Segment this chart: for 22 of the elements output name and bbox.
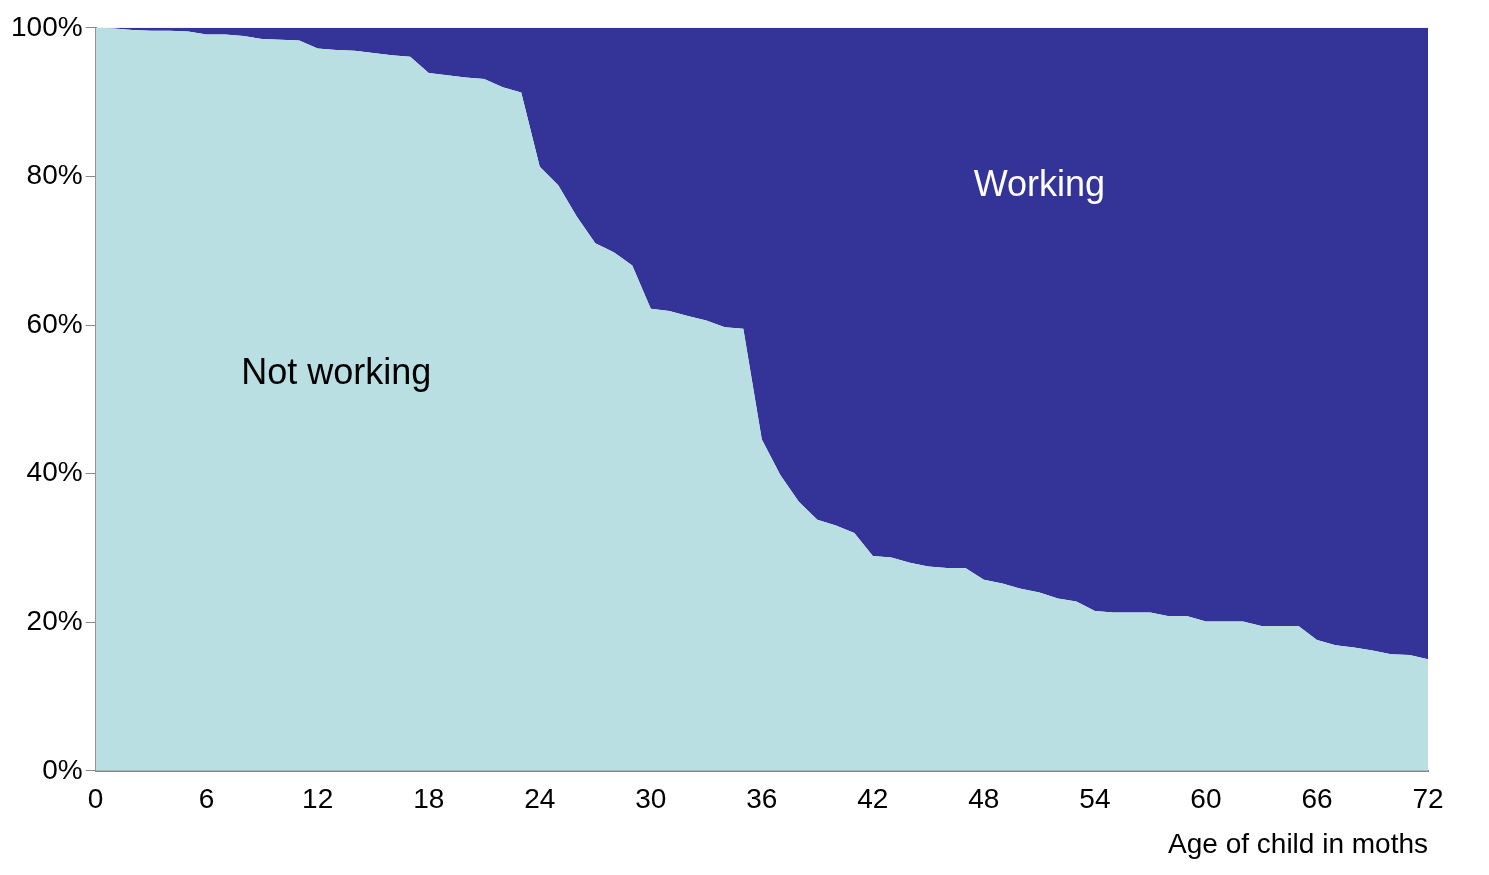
x-tick-label: 12	[302, 783, 334, 815]
x-tick-label: 72	[1412, 783, 1444, 815]
y-tick-label: 20%	[26, 604, 83, 636]
x-tick-label: 54	[1079, 783, 1111, 815]
y-tick-label: 60%	[26, 307, 83, 339]
x-tick-label: 24	[524, 783, 556, 815]
x-tick-label: 0	[87, 783, 104, 815]
x-tick-label: 42	[857, 783, 889, 815]
x-tick-label: 66	[1301, 783, 1333, 815]
x-tick-label: 48	[968, 783, 1000, 815]
x-tick-label: 60	[1190, 783, 1222, 815]
x-tick-label: 30	[635, 783, 667, 815]
x-axis-title: Age of child in moths	[1168, 827, 1428, 859]
x-tick-label: 36	[746, 783, 778, 815]
y-tick-label: 100%	[10, 10, 83, 42]
x-tick-label: 6	[198, 783, 215, 815]
series-label: Working	[973, 162, 1106, 204]
y-tick-label: 0%	[42, 753, 83, 785]
y-tick-label: 40%	[26, 456, 83, 488]
series-label: Not working	[241, 351, 432, 393]
x-tick-label: 18	[413, 783, 445, 815]
y-tick-label: 80%	[26, 159, 83, 191]
